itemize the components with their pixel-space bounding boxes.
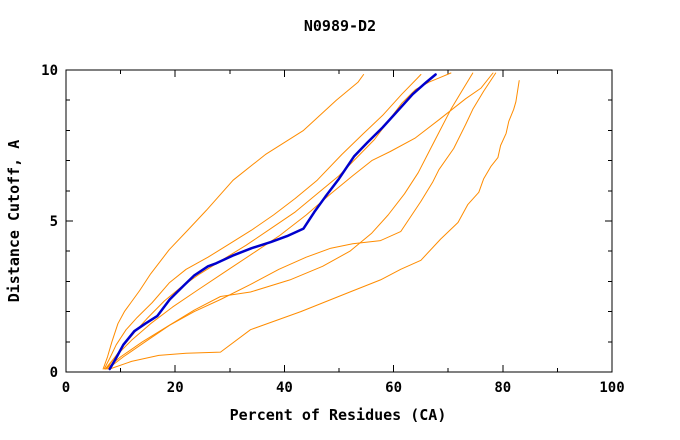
curve-model-e xyxy=(107,72,497,370)
model-curves xyxy=(102,72,520,371)
curve-model-a xyxy=(102,74,365,370)
x-tick-label: 20 xyxy=(167,380,184,396)
curve-model-c xyxy=(105,72,452,370)
y-axis-label: Distance Cutoff, A xyxy=(5,140,23,303)
y-tick-label: 10 xyxy=(41,63,58,79)
axes xyxy=(65,69,613,373)
y-tick-label: 5 xyxy=(50,214,58,230)
x-tick-label: 40 xyxy=(276,380,293,396)
x-tick-label: 100 xyxy=(599,380,624,396)
x-tick-label: 60 xyxy=(385,380,402,396)
x-axis-label: Percent of Residues (CA) xyxy=(230,406,447,424)
curve-model-f xyxy=(105,72,474,370)
y-tick-label: 0 xyxy=(50,365,58,381)
x-tick-label: 80 xyxy=(494,380,511,396)
x-tick-label: 0 xyxy=(62,380,70,396)
curve-model-b xyxy=(103,74,422,370)
curve-highlighted-model xyxy=(108,73,437,371)
curve-model-g xyxy=(109,80,520,370)
tick-labels: 0 20 40 60 80 100 0 5 10 xyxy=(41,63,625,396)
curve-model-d xyxy=(104,72,494,370)
chart-title: N0989-D2 xyxy=(304,17,376,35)
